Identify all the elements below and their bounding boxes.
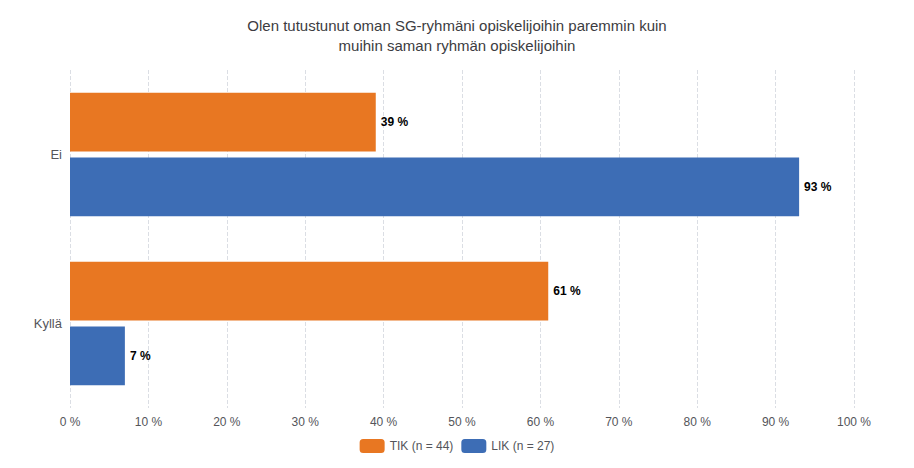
svg-text:Kyllä: Kyllä: [34, 316, 63, 331]
svg-text:70 %: 70 %: [605, 415, 633, 429]
svg-text:90 %: 90 %: [762, 415, 790, 429]
svg-text:40 %: 40 %: [370, 415, 398, 429]
svg-text:Ei: Ei: [50, 147, 62, 162]
svg-text:80 %: 80 %: [684, 415, 712, 429]
svg-text:10 %: 10 %: [135, 415, 163, 429]
svg-text:20 %: 20 %: [213, 415, 241, 429]
svg-text:muihin saman ryhmän opiskelijo: muihin saman ryhmän opiskelijoihin: [339, 37, 576, 54]
svg-text:60 %: 60 %: [527, 415, 555, 429]
svg-text:39 %: 39 %: [381, 115, 409, 129]
svg-text:Olen tutustunut oman SG-ryhmän: Olen tutustunut oman SG-ryhmäni opiskeli…: [247, 17, 666, 34]
svg-text:100 %: 100 %: [837, 415, 871, 429]
svg-text:TIK (n = 44): TIK (n = 44): [390, 439, 454, 453]
svg-text:93 %: 93 %: [804, 180, 832, 194]
svg-text:50 %: 50 %: [448, 415, 476, 429]
svg-text:7 %: 7 %: [130, 349, 151, 363]
svg-text:61 %: 61 %: [553, 284, 581, 298]
svg-text:30 %: 30 %: [292, 415, 320, 429]
svg-text:0 %: 0 %: [60, 415, 81, 429]
svg-text:LIK (n = 27): LIK (n = 27): [491, 439, 554, 453]
